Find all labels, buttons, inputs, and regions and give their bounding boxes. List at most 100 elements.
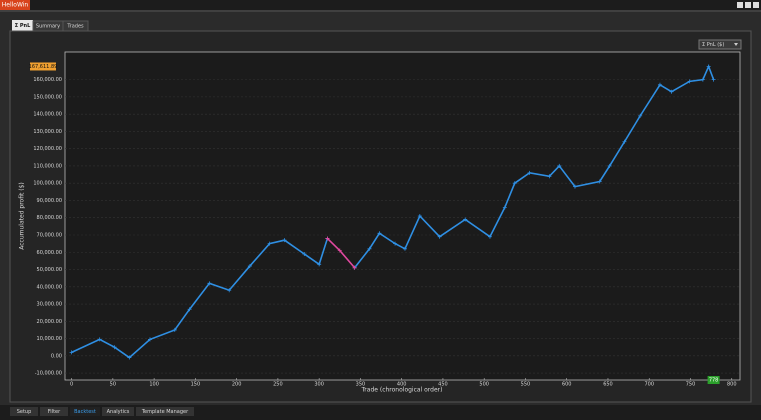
window-title: HelloWin [2,2,29,9]
y-tick-label: 120,000.00 [33,146,62,152]
y-tick-label: 30,000.00 [37,302,62,308]
x-tick-label: 500 [479,382,489,388]
trade-marker [622,139,627,144]
bottom-tab[interactable] [10,407,38,416]
y-tick-label: 60,000.00 [37,250,62,256]
trade-marker [527,170,532,175]
trade-marker [607,163,612,168]
y-tick-label: 0.00 [51,353,62,359]
x-tick-label: 700 [644,382,654,388]
trade-marker [547,174,552,179]
trade-marker [687,79,692,84]
x-tick-label: 0 [70,382,73,388]
dropdown-arrow[interactable] [734,43,738,46]
last-trade-box [707,376,720,384]
trade-marker [657,82,662,87]
x-tick-label: 750 [686,382,696,388]
x-tick-label: 550 [521,382,531,388]
x-tick-label: 300 [314,382,324,388]
y-tick-label: 160,000.00 [33,77,62,83]
bottom-tab-label[interactable]: Filter [48,409,61,415]
x-tick-label: 800 [727,382,737,388]
trade-marker [417,214,422,218]
y-tick-label: -10,000.00 [35,371,62,377]
x-axis-label: Trade (chronological order) [361,387,443,394]
trade-marker [572,184,577,189]
y-tick-label: 80,000.00 [37,215,62,221]
trade-marker [487,234,492,239]
trade-marker [700,77,705,82]
trade-marker [337,248,342,253]
x-tick-label: 150 [191,382,201,388]
tab[interactable] [12,20,33,31]
x-tick-label: 650 [603,382,613,388]
trade-marker [393,241,398,246]
max-label: 167,611.89 [29,64,58,70]
trade-marker [267,241,272,246]
close-button[interactable] [753,2,759,8]
trade-marker [227,288,232,293]
x-tick-label: 350 [356,382,366,388]
y-tick-label: 150,000.00 [33,94,62,100]
y-axis-label: Accumulated profit ($) [19,182,26,250]
bottom-tab[interactable] [102,407,134,416]
trade-marker [638,113,643,118]
trade-marker [282,238,287,243]
dropdown-label[interactable]: Σ PnL ($) [702,42,724,48]
trade-marker [325,236,330,241]
restore-button[interactable] [745,2,751,8]
trade-marker [302,251,307,256]
y-tick-label: 100,000.00 [33,181,62,187]
y-tick-label: 40,000.00 [37,284,62,290]
trade-marker [367,246,372,251]
trade-marker [502,205,507,210]
trade-marker [463,217,468,222]
y-tick-label: 20,000.00 [37,319,62,325]
minimize-button[interactable] [737,2,743,8]
bottom-tab[interactable] [136,407,194,416]
title-bar [0,0,761,10]
trade-marker [317,262,322,267]
x-tick-label: 400 [397,382,407,388]
trade-marker [247,264,252,269]
bottom-tab-label[interactable]: Setup [17,409,32,415]
trade-marker [112,345,117,350]
trade-marker [512,181,517,186]
x-tick-label: 50 [110,382,116,388]
trade-marker [669,89,674,94]
x-tick-label: 200 [232,382,242,388]
plot-area [64,51,741,381]
trade-marker [187,307,192,312]
trade-marker [377,231,382,236]
trade-marker [711,77,716,82]
bottom-tab-label[interactable]: Analytics [107,409,130,415]
trade-marker [207,281,212,286]
trade-marker [706,64,711,69]
trade-marker [127,355,132,360]
bottom-tab-label[interactable]: Backtest [74,409,96,415]
dropdown[interactable] [698,39,742,50]
trade-marker [597,179,602,184]
x-tick-label: 250 [273,382,283,388]
trade-marker [437,234,442,239]
y-tick-label: 140,000.00 [33,112,62,118]
bottom-tab[interactable] [70,407,100,416]
tab-label[interactable]: Trades [66,24,84,30]
trade-marker [402,246,407,251]
title-badge [0,0,30,10]
tab-label[interactable]: Summary [36,24,60,30]
y-tick-label: 50,000.00 [37,267,62,273]
trade-marker [69,350,74,355]
y-tick-label: 90,000.00 [37,198,62,204]
x-tick-label: 450 [438,382,448,388]
y-tick-label: 70,000.00 [37,232,62,238]
y-tick-label: 10,000.00 [37,336,62,342]
bottom-tab-label[interactable]: Template Manager [141,409,189,415]
trade-marker [172,327,177,332]
x-tick-label: 100 [149,382,159,388]
max-label-box [30,62,56,71]
bottom-tab[interactable] [40,407,68,416]
tab-label[interactable]: Σ PnL [15,23,31,29]
